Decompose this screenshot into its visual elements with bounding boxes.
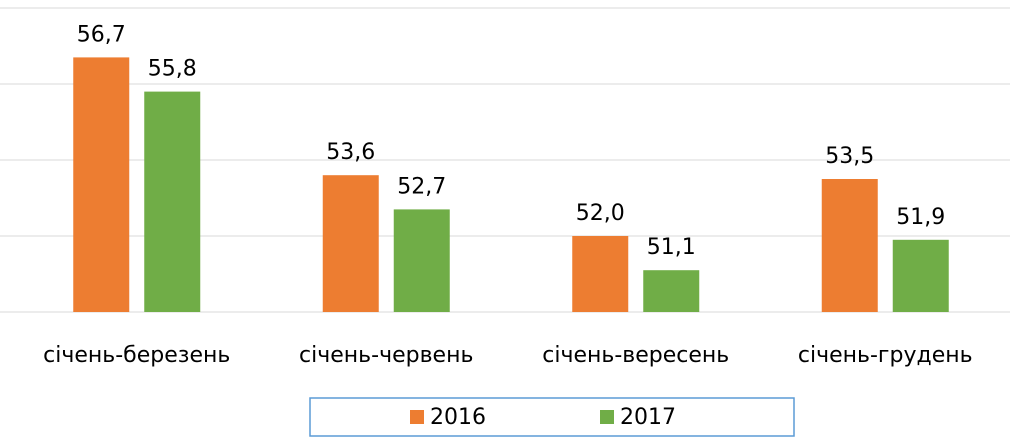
data-label: 56,7 — [77, 22, 126, 47]
data-label: 55,8 — [148, 57, 197, 82]
bar — [144, 91, 201, 312]
x-tick-label: січень-грудень — [798, 343, 973, 368]
data-label: 53,5 — [825, 144, 874, 169]
bar — [73, 57, 130, 313]
bar — [322, 175, 379, 312]
legend-label: 2016 — [430, 405, 486, 430]
x-tick-label: січень-червень — [299, 343, 473, 368]
bar — [572, 236, 629, 312]
data-label: 53,6 — [326, 140, 375, 165]
bar — [892, 239, 949, 312]
x-tick-label: січень-вересень — [542, 343, 729, 368]
bar — [643, 270, 700, 312]
legend-swatch — [410, 410, 424, 424]
bar — [393, 209, 450, 312]
legend-swatch — [600, 410, 614, 424]
data-label: 52,0 — [576, 201, 625, 226]
legend-box — [309, 397, 795, 437]
data-label: 51,1 — [647, 235, 696, 260]
legend-label: 2017 — [620, 405, 676, 430]
bar — [821, 179, 878, 312]
data-label: 52,7 — [397, 174, 446, 199]
x-tick-label: січень-березень — [43, 343, 230, 368]
data-label: 51,9 — [896, 205, 945, 230]
